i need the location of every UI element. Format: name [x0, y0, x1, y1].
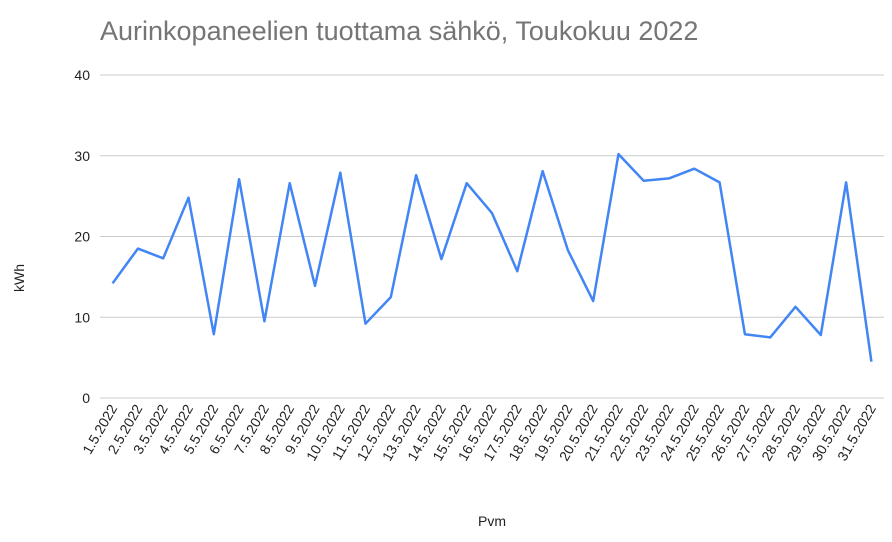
chart-title: Aurinkopaneelien tuottama sähkö, Toukoku…: [100, 16, 698, 46]
data-line: [111, 152, 873, 362]
y-tick-label: 40: [74, 67, 90, 83]
y-tick-label: 0: [82, 390, 90, 406]
y-axis-label: kWh: [11, 264, 27, 292]
y-tick-label: 20: [74, 229, 90, 245]
y-tick-label: 10: [74, 309, 90, 325]
y-tick-label: 30: [74, 148, 90, 164]
x-axis-label: Pvm: [478, 513, 506, 529]
